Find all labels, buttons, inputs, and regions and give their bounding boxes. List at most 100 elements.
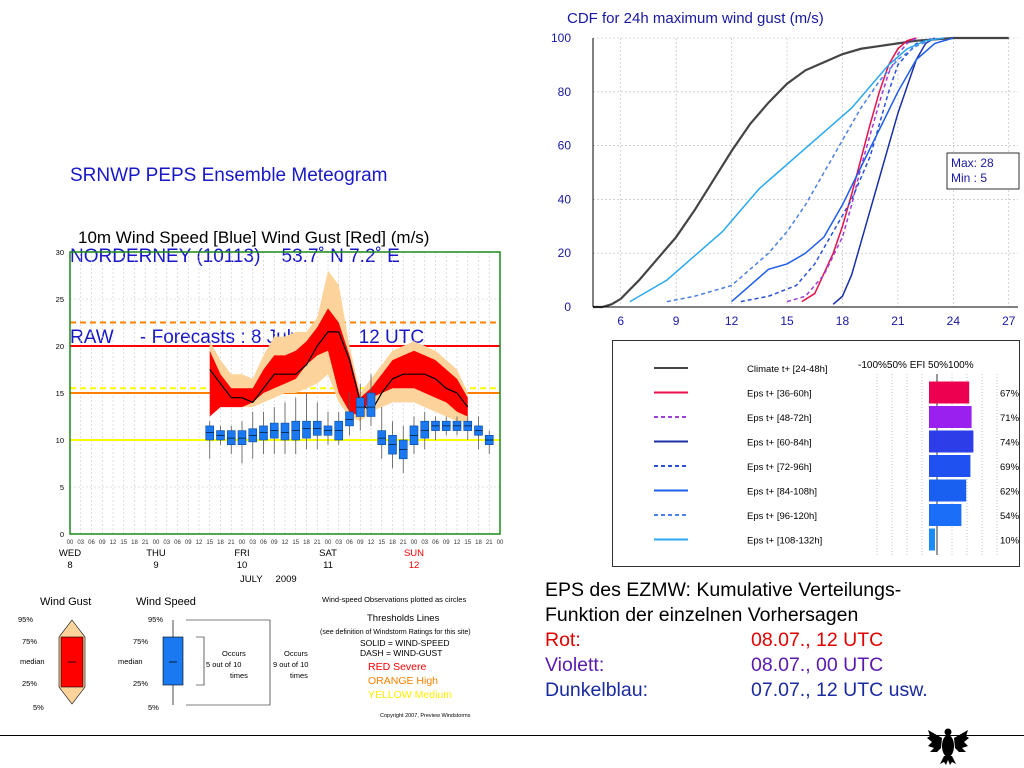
day-name: FRI	[234, 548, 249, 559]
hour-label: 21	[142, 540, 149, 546]
efi-value-label: 74%	[1000, 438, 1020, 449]
cdf-y-tick: 0	[564, 300, 571, 314]
meteogram-plot-frame	[69, 251, 501, 535]
occurs-9-line-3: times	[290, 671, 308, 680]
hour-label: 00	[411, 540, 418, 546]
efi-legend-label: Eps t+ [48-72h]	[747, 413, 812, 424]
cdf-y-tick: 20	[558, 246, 572, 260]
hour-label: 06	[432, 540, 439, 546]
thresholds-red: RED Severe	[368, 661, 427, 673]
cdf-x-tick: 15	[780, 314, 794, 328]
hour-label: 21	[486, 540, 493, 546]
day-date: 8	[67, 560, 72, 571]
legend-gust-95: 95%	[18, 615, 33, 624]
legend-speed-95: 95%	[148, 615, 163, 624]
wind-box	[205, 425, 215, 441]
occurs-5-line-3: times	[230, 671, 248, 680]
efi-value-label: 10%	[1000, 536, 1020, 547]
y-tick-label: 15	[56, 389, 64, 398]
wind-box	[312, 420, 322, 436]
hour-label: 15	[378, 540, 385, 546]
efi-value-label: 54%	[1000, 511, 1020, 522]
cdf-x-tick: 24	[947, 314, 961, 328]
occurs-5-line-2: 5 out of 10	[206, 660, 241, 669]
caption-value: 07.07., 12 UTC usw.	[751, 679, 928, 701]
hour-label: 18	[303, 540, 310, 546]
day-date: 9	[153, 560, 158, 571]
cdf-series-line	[593, 36, 1009, 309]
hour-label: 00	[153, 540, 160, 546]
caption-key: Rot:	[545, 629, 581, 651]
caption-row-red: Rot: 08.07., 12 UTC	[545, 628, 901, 653]
gust-median-line	[209, 331, 469, 413]
wind-box	[280, 422, 290, 441]
hour-label: 18	[475, 540, 482, 546]
cdf-y-tick: 100	[551, 31, 571, 45]
legend-gust-median-label: median	[20, 657, 45, 666]
efi-bar	[929, 406, 972, 428]
cdf-max-label: Max: 28	[951, 156, 994, 170]
legend-gust-label: Wind Gust	[40, 596, 91, 608]
cdf-series-line	[801, 37, 917, 303]
efi-panel-frame	[612, 340, 1020, 567]
hour-label: 09	[357, 540, 364, 546]
wind-box	[259, 425, 268, 441]
efi-rows: Climate t+ [24-48h] Eps t+ [36-60h] 67% Eps…	[654, 364, 1020, 555]
y-tick-label: 20	[56, 342, 64, 351]
day-date: 12	[409, 560, 420, 571]
efi-legend-label: Eps t+ [96-120h]	[747, 511, 817, 522]
copyright: Copyright 2007, Preview Windstorms	[380, 713, 471, 719]
caption: EPS des EZMW: Kumulative Verteilungs- Fu…	[545, 578, 928, 703]
wind-box	[237, 430, 247, 446]
legend-speed-75: 75%	[133, 637, 148, 646]
cdf-x-tick: 9	[673, 314, 680, 328]
hour-label: 15	[206, 540, 213, 546]
cdf-series-line	[786, 37, 917, 303]
meteogram-title-line-1: SRNWP PEPS Ensemble Meteogram	[70, 165, 388, 186]
hour-label: 21	[314, 540, 321, 546]
cdf-x-tick: 27	[1002, 314, 1016, 328]
obs-note: Wind-speed Observations plotted as circl…	[322, 595, 466, 604]
hour-label: 18	[389, 540, 396, 546]
legend-gust-25: 25%	[22, 679, 37, 688]
caption-key: Violett:	[545, 654, 605, 676]
month-year-label: JULY 2009	[240, 574, 297, 585]
efi-legend-label: Eps t+ [72-96h]	[747, 462, 812, 473]
cdf-series-line	[629, 37, 945, 303]
y-tick-label: 5	[60, 483, 64, 492]
cdf-x-tick: 21	[891, 314, 905, 328]
cdf-y-tick: 40	[558, 192, 572, 206]
occurs-9-line-2: 9 out of 10	[273, 660, 308, 669]
hour-label: 15	[464, 540, 471, 546]
caption-value: 08.07., 00 UTC	[751, 654, 884, 676]
hour-label: 00	[67, 540, 74, 546]
hour-label: 12	[282, 540, 289, 546]
efi-legend-label: Eps t+ [108-132h]	[747, 536, 822, 547]
legend-speed-label: Wind Speed	[136, 596, 196, 608]
hour-label: 12	[368, 540, 375, 546]
efi-value-label: 67%	[1000, 389, 1020, 400]
caption-row-violet: Violett: 08.07., 00 UTC	[545, 653, 901, 678]
hour-label: 03	[249, 540, 256, 546]
y-tick-label: 10	[56, 436, 64, 445]
hour-label: 06	[346, 540, 353, 546]
cdf-chart: CDF for 24h maximum wind gust (m/s) 6 9 12…	[551, 10, 1020, 328]
cdf-min-label: Min : 5	[951, 171, 987, 185]
day-date: 11	[323, 560, 333, 571]
cdf-y-tick: 60	[558, 139, 572, 153]
legend-gust-75: 75%	[22, 637, 37, 646]
cdf-title: CDF for 24h maximum wind gust (m/s)	[567, 10, 824, 27]
cdf-series-line	[740, 37, 936, 303]
hour-label: 03	[421, 540, 428, 546]
efi-value-label: 71%	[1000, 413, 1020, 424]
day-name: SUN	[404, 548, 424, 559]
y-tick-label: 25	[56, 295, 64, 304]
efi-legend-label: Climate t+ [24-48h]	[747, 364, 828, 375]
gust-bands	[209, 270, 469, 422]
day-date: 10	[237, 560, 248, 571]
hour-label: 00	[497, 540, 504, 546]
cdf-minmax-box	[946, 152, 1020, 190]
eagle-logo	[927, 728, 969, 765]
hour-label: 12	[454, 540, 461, 546]
